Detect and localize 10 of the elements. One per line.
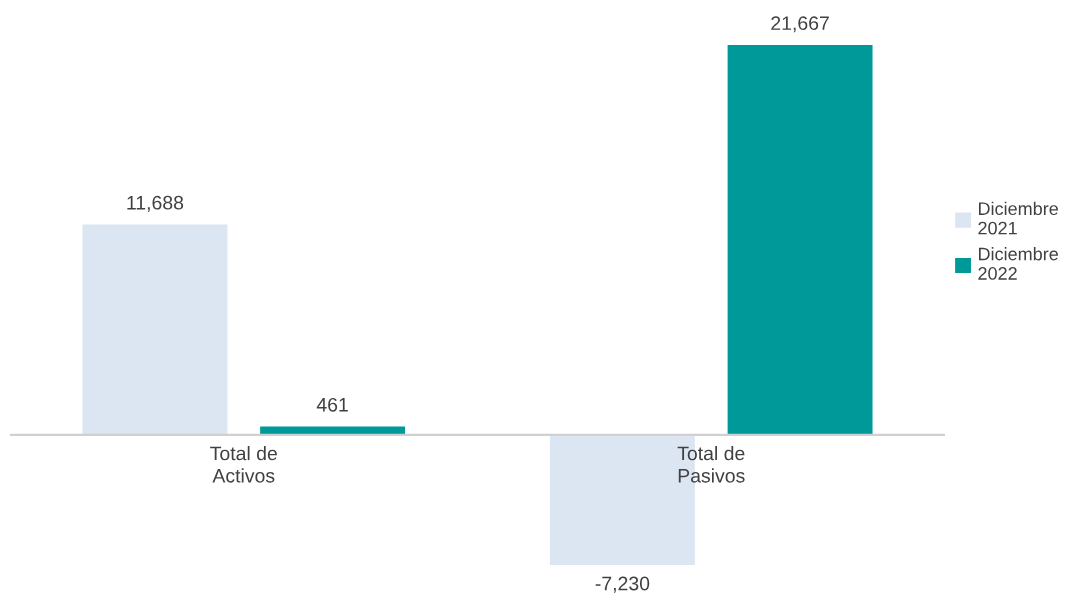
x-tick-label: Total de Activos xyxy=(210,446,277,483)
data-label: 21,667 xyxy=(771,16,829,33)
legend-label: Diciembre 2022 xyxy=(978,247,1058,280)
x-tick-label: Total de Pasivos xyxy=(677,446,745,483)
data-label: -7,230 xyxy=(595,576,650,593)
data-label: 461 xyxy=(316,397,348,412)
data-label: 11,688 xyxy=(127,195,184,212)
bar xyxy=(727,45,873,435)
bar xyxy=(82,224,228,435)
legend-label: Diciembre 2021 xyxy=(978,201,1058,235)
